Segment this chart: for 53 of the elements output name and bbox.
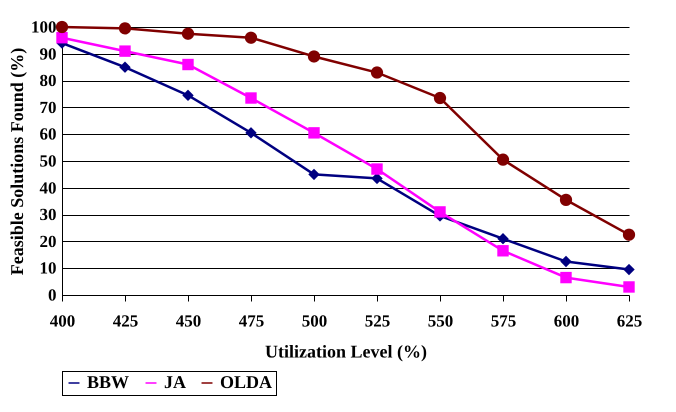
point	[119, 45, 131, 57]
point	[434, 206, 446, 218]
x-tick-label: 450	[176, 312, 202, 330]
y-tick-label: 40	[40, 178, 56, 198]
point	[182, 58, 194, 70]
point	[560, 256, 572, 268]
legend-label: BBW	[87, 372, 130, 392]
point	[623, 281, 635, 293]
y-tick-label: 20	[40, 232, 56, 251]
point	[245, 92, 257, 104]
point	[623, 264, 635, 276]
point	[370, 66, 384, 79]
point	[245, 127, 257, 139]
point	[182, 28, 194, 40]
x-tick-label: 425	[112, 312, 138, 330]
point	[308, 127, 320, 139]
point	[371, 163, 383, 175]
legend-label: OLDA	[220, 372, 272, 392]
point	[560, 194, 572, 206]
point	[308, 168, 320, 180]
x-tick-label: 625	[616, 312, 642, 330]
x-tick-label: 400	[50, 312, 76, 330]
y-tick-label: 80	[40, 71, 56, 90]
x-tick-label: 475	[238, 312, 264, 330]
y-tick-label: 30	[40, 205, 56, 224]
point	[622, 228, 636, 241]
y-tick-label: 70	[40, 98, 56, 117]
point	[244, 32, 258, 44]
x-tick-label: 525	[364, 312, 390, 330]
x-tick-label: 500	[302, 312, 328, 330]
point	[118, 22, 132, 34]
point	[560, 272, 572, 284]
y-tick-label: 60	[40, 124, 56, 144]
y-axis-title: Feasible Solutions Found (%)	[7, 48, 27, 276]
legend-label: JA	[164, 372, 186, 392]
y-tick-label: 100	[31, 18, 56, 36]
y-tick-label: 90	[40, 44, 56, 64]
y-tick-label: 0	[48, 286, 56, 304]
x-tick-label: 575	[490, 312, 516, 330]
point	[434, 92, 446, 104]
point	[56, 32, 68, 44]
y-tick-label: 10	[40, 258, 56, 278]
point	[182, 90, 194, 102]
point	[497, 245, 509, 256]
point	[497, 233, 509, 244]
x-axis-title: Utilization Level (%)	[265, 342, 427, 362]
x-tick-label: 600	[554, 312, 580, 330]
point	[56, 20, 68, 34]
y-tick-label: 50	[40, 152, 56, 170]
point	[119, 62, 131, 73]
x-tick-label: 550	[428, 312, 454, 330]
point	[496, 154, 510, 166]
point	[308, 50, 320, 63]
